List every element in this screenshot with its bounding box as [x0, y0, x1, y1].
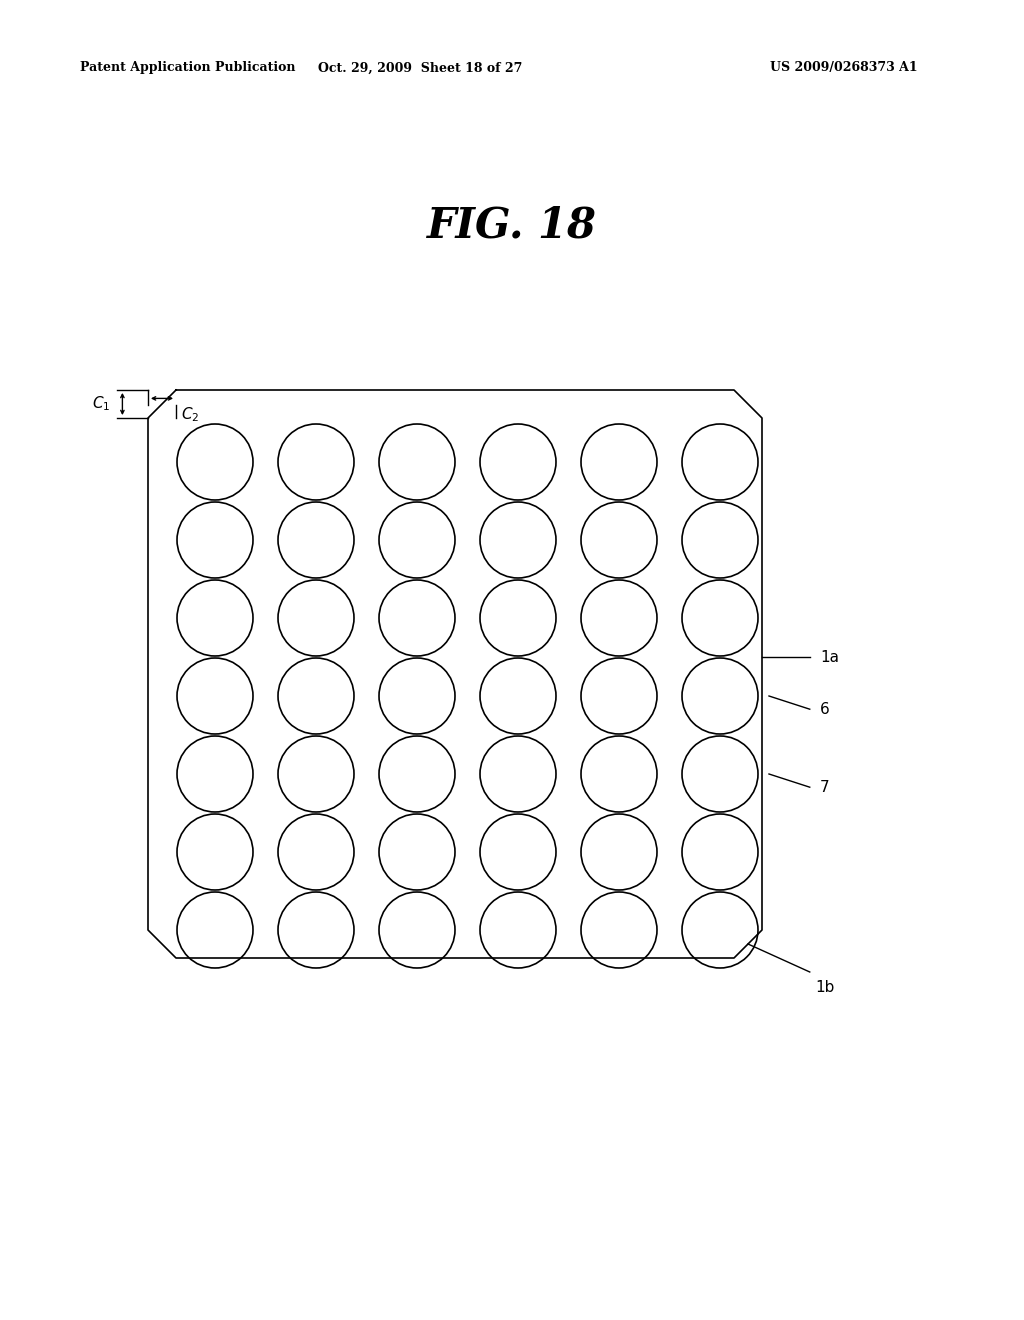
Text: US 2009/0268373 A1: US 2009/0268373 A1: [770, 62, 918, 74]
Text: 6: 6: [820, 702, 829, 717]
Text: 7: 7: [820, 780, 829, 795]
Text: Oct. 29, 2009  Sheet 18 of 27: Oct. 29, 2009 Sheet 18 of 27: [317, 62, 522, 74]
Text: FIG. 18: FIG. 18: [427, 205, 597, 246]
Text: 1b: 1b: [815, 981, 835, 995]
Text: 1a: 1a: [820, 649, 839, 664]
Text: Patent Application Publication: Patent Application Publication: [80, 62, 296, 74]
Text: $C_2$: $C_2$: [181, 405, 200, 424]
Text: $C_1$: $C_1$: [92, 395, 111, 413]
